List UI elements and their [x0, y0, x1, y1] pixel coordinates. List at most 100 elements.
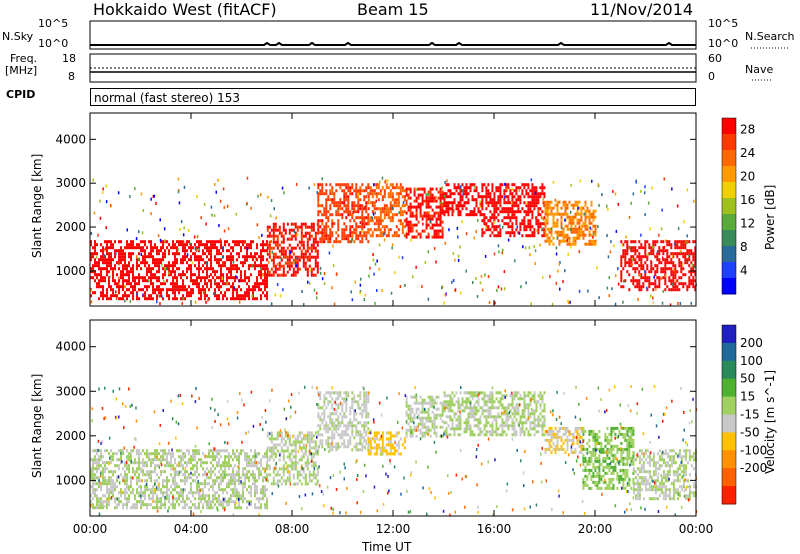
colorbar-tick-label: 20: [740, 170, 755, 184]
scatter-region-1: [266, 431, 319, 486]
y-tick-label: 1000: [55, 264, 86, 278]
nsky-strip-frame: [89, 20, 697, 50]
colorbar-frame: [721, 117, 737, 295]
cpid-label: CPID: [6, 88, 36, 101]
colorbar-tick-label: -15: [740, 408, 760, 422]
power-panel: 1000 2000 3000 4000: [55, 112, 697, 307]
scatter-region-7: [544, 200, 597, 246]
colorbar-segment: [722, 134, 736, 151]
scatter-region-6: [481, 183, 546, 238]
y-tick-label: 4000: [55, 132, 86, 146]
y-tick-label: 4000: [55, 340, 86, 354]
freq-label-line1: Freq.: [10, 52, 38, 65]
y-tick-label: 2000: [55, 429, 86, 443]
x-tick-label: 00:00: [73, 522, 108, 536]
freq-tick-bottom: 8: [68, 70, 75, 83]
station-title: Hokkaido West (fitACF): [93, 0, 277, 19]
velocity-cbar-label: Velocity [m s^-1]: [763, 369, 777, 474]
colorbar-segment: [722, 486, 736, 505]
colorbar-tick-label: 16: [740, 193, 755, 207]
nsearch-label: N.Search: [745, 30, 795, 43]
scatter-region-1: [266, 222, 319, 277]
freq-strip-frame: [89, 53, 697, 83]
colorbar-tick-label: 4: [740, 264, 748, 278]
scatter-region-7: [582, 426, 635, 490]
scatter-region-2: [317, 391, 370, 452]
colorbar-tick-label: -200: [740, 461, 767, 475]
nave-label: Nave: [745, 63, 774, 76]
scatter-region-6: [544, 426, 583, 454]
scatter-region-0: [90, 240, 268, 301]
colorbar-segment: [722, 246, 736, 263]
beam-label: Beam 15: [357, 0, 429, 19]
colorbar-segment: [722, 182, 736, 199]
nsearch-tick-bottom: 10^0: [708, 37, 739, 50]
power-ylabel: Slant Range [km]: [30, 153, 44, 258]
colorbar-segment: [722, 414, 736, 433]
colorbar-tick-label: 12: [740, 217, 755, 231]
colorbar-tick-label: 24: [740, 146, 755, 160]
colorbar-segment: [722, 166, 736, 183]
colorbar-tick-label: -100: [740, 443, 767, 457]
colorbar-segment: [722, 230, 736, 247]
noise-dots: [90, 385, 698, 517]
x-tick-label: 16:00: [477, 522, 512, 536]
nave-tick-bottom: 0: [708, 70, 715, 83]
x-tick-label: 08:00: [275, 522, 310, 536]
colorbar-segment: [722, 468, 736, 487]
y-tick-label: 2000: [55, 220, 86, 234]
scatter-region-5: [443, 183, 482, 217]
scatter-region-3: [367, 431, 406, 456]
freq-label-line2: [MHz]: [5, 64, 38, 77]
colorbar-segment: [722, 378, 736, 398]
colorbar-segment: [722, 342, 736, 362]
scatter-region-8: [620, 240, 697, 292]
nsky-label: N.Sky: [2, 30, 34, 43]
nave-tick-top: 60: [708, 52, 722, 65]
scatter-region-4: [405, 187, 444, 239]
colorbar-tick-label: 100: [740, 354, 763, 368]
scatter-region-4: [405, 395, 444, 438]
power-cbar-label: Power [dB]: [763, 184, 777, 250]
y-tick-label: 1000: [55, 473, 86, 487]
y-tick-label: 3000: [55, 384, 86, 398]
colorbar-tick-label: 200: [740, 336, 763, 350]
velocity-ylabel: Slant Range [km]: [30, 373, 44, 478]
x-tick-label: 20:00: [578, 522, 613, 536]
velocity-panel: 1000 2000 3000 4000 00:00 04:00 08:00 12:00 16:0…: [55, 319, 714, 536]
noise-dots: [90, 176, 697, 307]
panel-frame: [89, 319, 697, 517]
colorbar-segment: [722, 278, 736, 295]
velocity-colorbar: 200 100 50 15 -15 -50 -100 -200: [721, 324, 767, 505]
colorbar-tick-label: 28: [740, 123, 755, 137]
colorbar-tick-label: 8: [740, 240, 748, 254]
x-tick-label: 12:00: [376, 522, 411, 536]
colorbar-segment: [722, 450, 736, 469]
colorbar-segment: [722, 396, 736, 415]
colorbar-segment: [722, 214, 736, 231]
x-tick-label: 04:00: [174, 522, 209, 536]
freq-tick-top: 18: [62, 52, 76, 65]
date-label: 11/Nov/2014: [590, 0, 694, 19]
colorbar-segment: [722, 198, 736, 215]
colorbar-frame: [721, 324, 737, 505]
colorbar-segment: [722, 150, 736, 167]
x-tick-label: 00:00: [679, 522, 714, 536]
nsky-tick-bottom: 10^0: [38, 37, 69, 50]
colorbar-segment: [722, 360, 736, 380]
colorbar-tick-label: 15: [740, 390, 755, 404]
colorbar-segment: [722, 262, 736, 279]
power-colorbar: 4 8 12 16 20 24 28: [721, 117, 755, 295]
scatter-region-8: [632, 449, 697, 501]
time-xlabel: Time UT: [362, 540, 412, 554]
nsky-trace: [90, 41, 696, 46]
colorbar-tick-label: -50: [740, 425, 760, 439]
scatter-region-2: [317, 183, 370, 244]
y-tick-label: 3000: [55, 176, 86, 190]
cpid-text: normal (fast stereo) 153: [94, 91, 241, 105]
scatter-region-5: [443, 391, 546, 437]
colorbar-segment: [722, 118, 736, 135]
colorbar-segment: [722, 325, 736, 344]
nsearch-tick-top: 10^5: [708, 17, 739, 30]
